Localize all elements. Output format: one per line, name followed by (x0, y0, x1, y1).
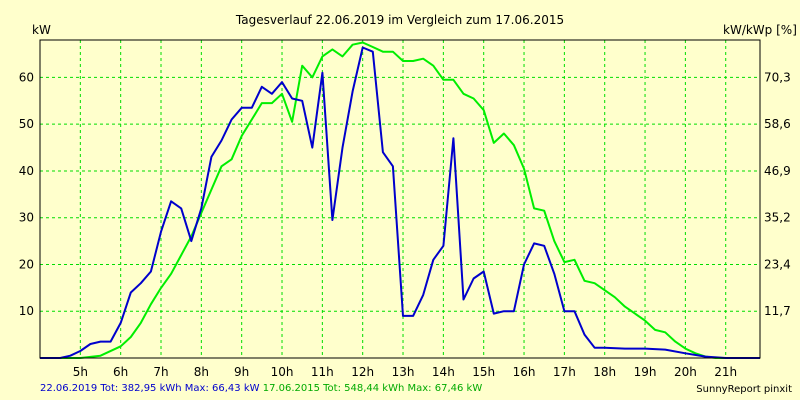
x-tick-label: 17h (553, 365, 576, 379)
y-tick-label-right: 70,3 (764, 70, 791, 84)
x-tick-label: 16h (513, 365, 536, 379)
x-tick-label: 20h (674, 365, 697, 379)
y-tick-label-right: 23,4 (764, 257, 791, 271)
footer-summary: 22.06.2019 Tot: 382,95 kWh Max: 66,43 kW… (40, 383, 482, 395)
y-tick-label-right: 58,6 (764, 117, 791, 131)
x-tick-label: 18h (593, 365, 616, 379)
x-tick-label: 21h (714, 365, 737, 379)
y-tick-label-right: 46,9 (764, 164, 791, 178)
left-axis-label: kW (32, 23, 51, 37)
y-tick-label-left: 20 (19, 257, 34, 271)
plot-frame (39, 39, 761, 359)
x-tick-label: 10h (271, 365, 294, 379)
x-tick-label: 11h (311, 365, 334, 379)
right-axis-label: kW/kWp [%] (723, 23, 797, 37)
x-tick-label: 7h (153, 365, 168, 379)
x-tick-label: 6h (113, 365, 128, 379)
y-tick-label-left: 10 (19, 304, 34, 318)
series-lines (40, 41, 760, 359)
x-tick-label: 13h (392, 365, 415, 379)
y-tick-label-left: 50 (19, 117, 34, 131)
brand-label: SunnyReport pinxit (696, 384, 792, 395)
series2-summary: 17.06.2015 Tot: 548,44 kWh Max: 67,46 kW (262, 383, 483, 394)
y-tick-label-left: 40 (19, 164, 34, 178)
x-tick-label: 9h (234, 365, 249, 379)
series1-summary: 22.06.2019 Tot: 382,95 kWh Max: 66,43 kW (40, 383, 260, 394)
x-tick-label: 8h (194, 365, 209, 379)
x-tick-label: 12h (351, 365, 374, 379)
y-tick-label-left: 30 (19, 211, 34, 225)
series-line-1 (40, 46, 760, 359)
y-tick-label-right: 35,2 (764, 211, 791, 225)
x-tick-label: 19h (634, 365, 657, 379)
grid (40, 40, 760, 358)
chart-title: Tagesverlauf 22.06.2019 im Vergleich zum… (235, 13, 564, 27)
y-tick-label-left: 60 (19, 70, 34, 84)
series-line-2 (40, 41, 760, 359)
x-tick-label: 15h (472, 365, 495, 379)
x-tick-label: 5h (73, 365, 88, 379)
tick-labels: 5h 6h 7h 8h 9h 10h 11h 12h 13h 14h 15h 16h 17h 18h 19h… (19, 70, 791, 379)
y-tick-label-right: 11,7 (764, 304, 791, 318)
x-tick-label: 14h (432, 365, 455, 379)
